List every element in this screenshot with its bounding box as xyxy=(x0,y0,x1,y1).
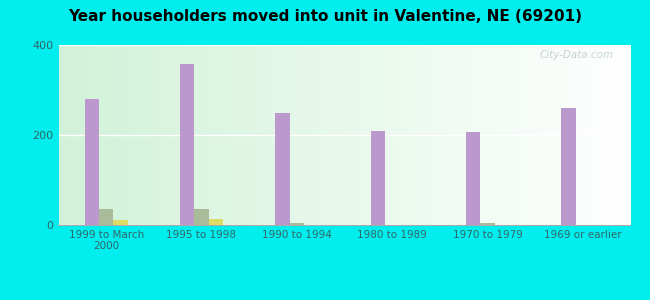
Bar xyxy=(180,64,194,225)
Bar xyxy=(290,223,304,225)
Bar xyxy=(113,220,127,225)
Bar xyxy=(194,209,209,225)
Bar xyxy=(370,130,385,225)
Bar xyxy=(466,132,480,225)
Bar xyxy=(480,223,495,225)
Bar xyxy=(99,209,113,225)
Bar xyxy=(276,113,290,225)
Bar xyxy=(562,108,576,225)
Text: City-Data.com: City-Data.com xyxy=(540,50,614,60)
Bar xyxy=(84,99,99,225)
Text: Year householders moved into unit in Valentine, NE (69201): Year householders moved into unit in Val… xyxy=(68,9,582,24)
Bar xyxy=(209,219,223,225)
